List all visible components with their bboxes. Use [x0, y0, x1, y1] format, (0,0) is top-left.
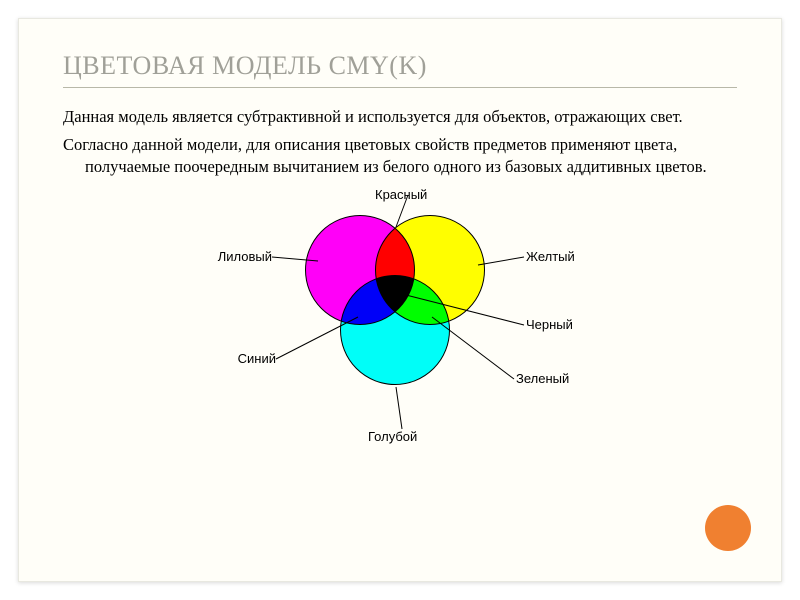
decorative-circle-icon: [705, 505, 751, 551]
venn-canvas: [290, 205, 510, 425]
title-underline: [63, 87, 737, 88]
slide-title: ЦВЕТОВАЯ МОДЕЛЬ CMY(K): [63, 51, 737, 81]
paragraph-2: Согласно данной модели, для описания цве…: [63, 134, 737, 178]
slide: ЦВЕТОВАЯ МОДЕЛЬ CMY(K) Данная модель явл…: [18, 18, 782, 582]
circle-cyan: [340, 275, 450, 385]
cmy-venn-diagram: Красный Лиловый Желтый Черный Синий Зеле…: [200, 187, 600, 447]
body-text: Данная модель является субтрактивной и и…: [63, 106, 737, 177]
paragraph-1: Данная модель является субтрактивной и и…: [63, 106, 737, 128]
